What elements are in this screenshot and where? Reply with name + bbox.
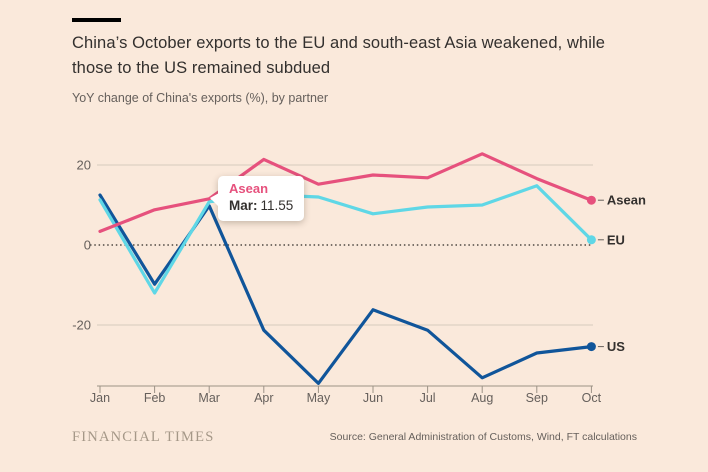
title-line-2: those to the US remained subdued: [72, 59, 331, 77]
x-axis-label-Oct: Oct: [582, 391, 602, 405]
tooltip-series-name: Asean: [229, 181, 269, 196]
chart-subtitle: YoY change of China's exports (%), by pa…: [72, 91, 329, 105]
end-marker-us[interactable]: [586, 342, 596, 352]
x-axis-label-Mar: Mar: [198, 391, 220, 405]
legend-label-eu: EU: [607, 232, 625, 247]
series-line-eu[interactable]: [98, 184, 594, 295]
title-line-1: China’s October exports to the EU and so…: [72, 34, 606, 52]
source-note: Source: General Administration of Custom…: [329, 431, 637, 443]
x-axis-label-Sep: Sep: [526, 391, 548, 405]
series-line-us[interactable]: [98, 193, 594, 385]
page-title: China’s October exports to the EU and so…: [72, 31, 605, 81]
tooltip-arrow: [210, 193, 219, 207]
series-line-asean[interactable]: [98, 152, 594, 234]
ft-flag-bar: [72, 18, 121, 22]
x-axis-label-Apr: Apr: [254, 391, 273, 405]
tooltip: Asean Mar: 11.55: [210, 176, 305, 221]
x-axis-label-Jul: Jul: [420, 391, 436, 405]
x-axis-label-Aug: Aug: [471, 391, 493, 405]
chart-svg[interactable]: 20 0 -20 Jan Feb Mar Apr May Jun Jul Aug Sep Oct Asea…: [60, 130, 700, 415]
financial-times-logo: FINANCIAL TIMES: [72, 429, 215, 445]
chart-area[interactable]: 20 0 -20 Jan Feb Mar Apr May Jun Jul Aug Sep Oct Asea…: [60, 130, 700, 415]
y-axis-label-0: 0: [84, 238, 91, 253]
end-marker-eu[interactable]: [586, 235, 596, 245]
tooltip-value-row: Mar: 11.55: [229, 197, 293, 215]
tooltip-point-value: 11.55: [260, 198, 294, 213]
x-axis-label-Jun: Jun: [363, 391, 383, 405]
y-axis-label-20: 20: [77, 158, 91, 173]
x-axis-label-Feb: Feb: [144, 391, 166, 405]
end-marker-asean[interactable]: [586, 195, 596, 205]
y-axis-label--20: -20: [72, 318, 91, 333]
tooltip-point-label: Mar:: [229, 198, 258, 213]
x-axis-label-May: May: [307, 391, 331, 405]
legend-label-us: US: [607, 339, 625, 354]
legend-label-asean: Asean: [607, 193, 646, 208]
x-axis-label-Jan: Jan: [90, 391, 110, 405]
